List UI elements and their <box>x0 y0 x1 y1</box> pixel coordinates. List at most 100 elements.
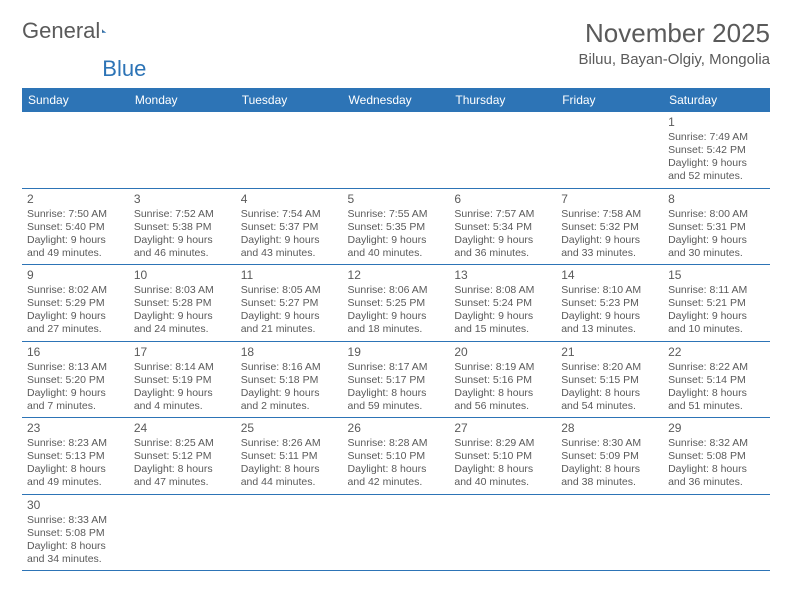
day-d1: Daylight: 9 hours <box>561 310 658 323</box>
day-d2: and 18 minutes. <box>348 323 445 336</box>
table-row: 2Sunrise: 7:50 AMSunset: 5:40 PMDaylight… <box>22 188 770 265</box>
day-number: 16 <box>27 345 124 360</box>
day-sr: Sunrise: 8:02 AM <box>27 284 124 297</box>
day-sr: Sunrise: 8:11 AM <box>668 284 765 297</box>
table-row: 23Sunrise: 8:23 AMSunset: 5:13 PMDayligh… <box>22 418 770 495</box>
day-number: 30 <box>27 498 124 513</box>
day-number: 3 <box>134 192 231 207</box>
day-sr: Sunrise: 8:32 AM <box>668 437 765 450</box>
logo: General <box>22 18 128 44</box>
title-block: November 2025 Biluu, Bayan-Olgiy, Mongol… <box>579 18 770 68</box>
day-d1: Daylight: 8 hours <box>27 463 124 476</box>
day-ss: Sunset: 5:09 PM <box>561 450 658 463</box>
day-ss: Sunset: 5:14 PM <box>668 374 765 387</box>
day-d2: and 7 minutes. <box>27 400 124 413</box>
day-d1: Daylight: 9 hours <box>668 234 765 247</box>
table-row: 16Sunrise: 8:13 AMSunset: 5:20 PMDayligh… <box>22 341 770 418</box>
day-sr: Sunrise: 8:26 AM <box>241 437 338 450</box>
day-cell-20: 20Sunrise: 8:19 AMSunset: 5:16 PMDayligh… <box>449 341 556 418</box>
empty-cell <box>22 112 129 188</box>
day-ss: Sunset: 5:20 PM <box>27 374 124 387</box>
day-ss: Sunset: 5:37 PM <box>241 221 338 234</box>
day-number: 12 <box>348 268 445 283</box>
day-cell-27: 27Sunrise: 8:29 AMSunset: 5:10 PMDayligh… <box>449 418 556 495</box>
day-d1: Daylight: 8 hours <box>668 387 765 400</box>
day-cell-13: 13Sunrise: 8:08 AMSunset: 5:24 PMDayligh… <box>449 265 556 342</box>
day-number: 6 <box>454 192 551 207</box>
day-d1: Daylight: 9 hours <box>27 387 124 400</box>
day-cell-12: 12Sunrise: 8:06 AMSunset: 5:25 PMDayligh… <box>343 265 450 342</box>
day-ss: Sunset: 5:24 PM <box>454 297 551 310</box>
day-number: 18 <box>241 345 338 360</box>
day-number: 13 <box>454 268 551 283</box>
day-sr: Sunrise: 8:28 AM <box>348 437 445 450</box>
day-sr: Sunrise: 8:16 AM <box>241 361 338 374</box>
day-number: 29 <box>668 421 765 436</box>
day-ss: Sunset: 5:11 PM <box>241 450 338 463</box>
day-sr: Sunrise: 7:49 AM <box>668 131 765 144</box>
empty-cell <box>129 112 236 188</box>
day-d2: and 40 minutes. <box>454 476 551 489</box>
day-sr: Sunrise: 8:08 AM <box>454 284 551 297</box>
day-d1: Daylight: 9 hours <box>241 387 338 400</box>
day-d2: and 54 minutes. <box>561 400 658 413</box>
day-d1: Daylight: 8 hours <box>561 463 658 476</box>
day-d2: and 52 minutes. <box>668 170 765 183</box>
day-ss: Sunset: 5:42 PM <box>668 144 765 157</box>
logo-word-2: Blue <box>102 56 146 82</box>
empty-cell <box>556 112 663 188</box>
day-cell-14: 14Sunrise: 8:10 AMSunset: 5:23 PMDayligh… <box>556 265 663 342</box>
flag-icon <box>102 22 107 40</box>
day-d2: and 33 minutes. <box>561 247 658 260</box>
day-d2: and 51 minutes. <box>668 400 765 413</box>
day-sr: Sunrise: 8:23 AM <box>27 437 124 450</box>
day-sr: Sunrise: 8:13 AM <box>27 361 124 374</box>
day-ss: Sunset: 5:23 PM <box>561 297 658 310</box>
day-d2: and 49 minutes. <box>27 247 124 260</box>
day-number: 4 <box>241 192 338 207</box>
day-ss: Sunset: 5:29 PM <box>27 297 124 310</box>
day-cell-1: 1Sunrise: 7:49 AMSunset: 5:42 PMDaylight… <box>663 112 770 188</box>
day-d1: Daylight: 9 hours <box>454 310 551 323</box>
day-sr: Sunrise: 7:55 AM <box>348 208 445 221</box>
empty-cell <box>449 494 556 571</box>
table-row: 1Sunrise: 7:49 AMSunset: 5:42 PMDaylight… <box>22 112 770 188</box>
day-ss: Sunset: 5:18 PM <box>241 374 338 387</box>
day-ss: Sunset: 5:31 PM <box>668 221 765 234</box>
day-sr: Sunrise: 8:00 AM <box>668 208 765 221</box>
day-number: 26 <box>348 421 445 436</box>
day-sr: Sunrise: 8:06 AM <box>348 284 445 297</box>
day-number: 15 <box>668 268 765 283</box>
day-sr: Sunrise: 8:22 AM <box>668 361 765 374</box>
day-d1: Daylight: 9 hours <box>348 234 445 247</box>
day-sr: Sunrise: 8:30 AM <box>561 437 658 450</box>
day-d2: and 24 minutes. <box>134 323 231 336</box>
day-ss: Sunset: 5:16 PM <box>454 374 551 387</box>
day-d2: and 56 minutes. <box>454 400 551 413</box>
day-d2: and 47 minutes. <box>134 476 231 489</box>
day-d2: and 30 minutes. <box>668 247 765 260</box>
day-number: 2 <box>27 192 124 207</box>
day-number: 22 <box>668 345 765 360</box>
dayname-friday: Friday <box>556 88 663 112</box>
day-d2: and 46 minutes. <box>134 247 231 260</box>
day-ss: Sunset: 5:38 PM <box>134 221 231 234</box>
day-d1: Daylight: 9 hours <box>668 157 765 170</box>
day-d2: and 27 minutes. <box>27 323 124 336</box>
month-title: November 2025 <box>579 18 770 49</box>
calendar-page: General November 2025 Biluu, Bayan-Olgiy… <box>0 0 792 581</box>
day-number: 27 <box>454 421 551 436</box>
day-cell-30: 30Sunrise: 8:33 AMSunset: 5:08 PMDayligh… <box>22 494 129 571</box>
location-text: Biluu, Bayan-Olgiy, Mongolia <box>579 51 770 68</box>
day-ss: Sunset: 5:08 PM <box>27 527 124 540</box>
day-d2: and 36 minutes. <box>668 476 765 489</box>
day-number: 11 <box>241 268 338 283</box>
day-cell-18: 18Sunrise: 8:16 AMSunset: 5:18 PMDayligh… <box>236 341 343 418</box>
day-ss: Sunset: 5:15 PM <box>561 374 658 387</box>
day-cell-10: 10Sunrise: 8:03 AMSunset: 5:28 PMDayligh… <box>129 265 236 342</box>
calendar-header-row: SundayMondayTuesdayWednesdayThursdayFrid… <box>22 88 770 112</box>
day-sr: Sunrise: 8:10 AM <box>561 284 658 297</box>
day-d2: and 40 minutes. <box>348 247 445 260</box>
day-cell-3: 3Sunrise: 7:52 AMSunset: 5:38 PMDaylight… <box>129 188 236 265</box>
day-sr: Sunrise: 8:19 AM <box>454 361 551 374</box>
